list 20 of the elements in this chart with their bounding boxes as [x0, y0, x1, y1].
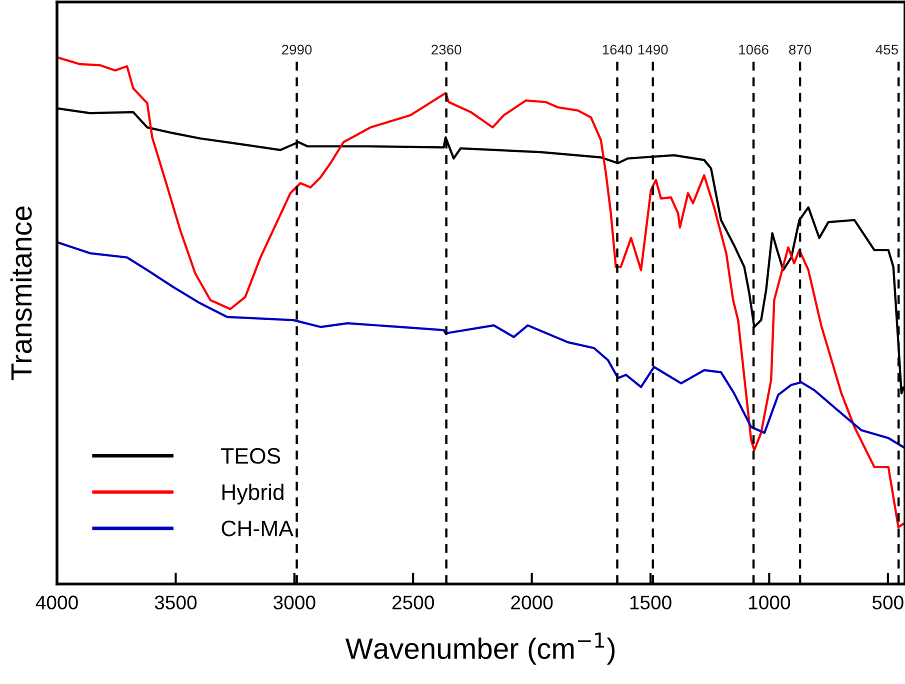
x-tick-label: 3000	[274, 596, 316, 610]
x-tick-label: 3500	[154, 596, 197, 610]
ref-line-label: 870	[789, 44, 812, 55]
y-axis-title: Transmitance	[10, 206, 32, 380]
ref-line-label: 2360	[432, 44, 462, 55]
x-tick-label: 2000	[511, 596, 553, 610]
ref-line-label: 1640	[602, 44, 632, 55]
ref-line-label: 1066	[739, 44, 768, 55]
legend-label: Hybrid	[222, 484, 284, 504]
x-tick-label: 1000	[749, 596, 790, 610]
x-tick-label: 500	[872, 596, 904, 610]
ref-line-label: 455	[876, 44, 898, 55]
x-tick-label: 1500	[630, 596, 672, 610]
x-tick-label: 4000	[36, 596, 78, 610]
x-tick-label: 2500	[392, 596, 434, 610]
ref-line-label: 2990	[282, 44, 312, 55]
legend-label: CH-MA	[222, 520, 294, 536]
ref-line-label: 1490	[638, 44, 668, 55]
legend-label: TEOS	[221, 448, 280, 464]
x-axis-title: Wavenumber (cm$^{−1}$)	[346, 632, 615, 665]
